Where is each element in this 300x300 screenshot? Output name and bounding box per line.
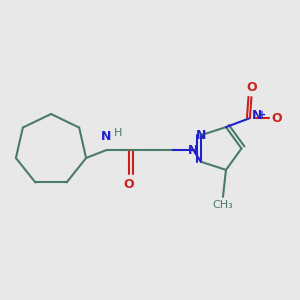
Text: N: N: [101, 130, 112, 142]
Text: N: N: [188, 143, 199, 157]
Text: +: +: [258, 110, 266, 120]
Text: N: N: [251, 109, 262, 122]
Text: O: O: [124, 178, 134, 191]
Text: O: O: [271, 112, 282, 124]
Text: CH₃: CH₃: [213, 200, 233, 210]
Text: -: -: [277, 109, 281, 118]
Text: H: H: [114, 128, 122, 138]
Text: N: N: [196, 129, 206, 142]
Text: O: O: [246, 81, 257, 94]
